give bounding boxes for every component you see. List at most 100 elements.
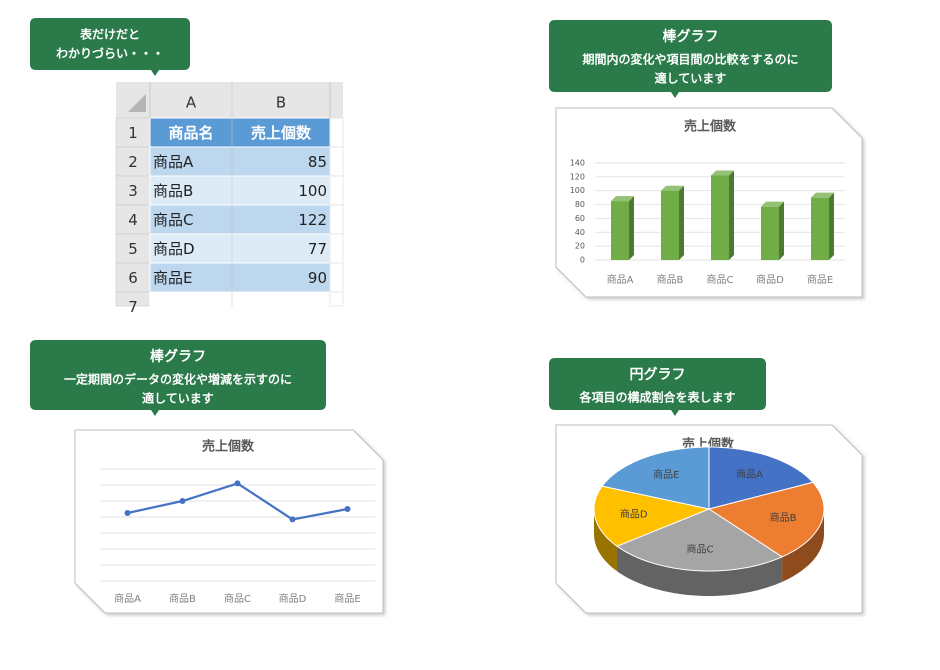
- callout-text: 期間内の変化や項目間の比較をするのに: [582, 52, 798, 67]
- callout-title: 棒グラフ: [663, 28, 719, 45]
- row-bg: [149, 175, 331, 206]
- pie-label: 商品A: [736, 467, 763, 480]
- chart-title: 売上個数: [684, 119, 737, 135]
- bar-top: [711, 170, 734, 176]
- row-number: 6: [128, 269, 138, 287]
- callout-title: 円グラフ: [630, 366, 686, 383]
- x-tick-label: 商品A: [607, 273, 634, 286]
- bar-side: [679, 185, 684, 260]
- row-header: [115, 175, 151, 206]
- row-bg: [329, 291, 344, 307]
- x-tick-label: 商品E: [807, 273, 833, 286]
- bar-side: [729, 170, 734, 260]
- point: [289, 516, 296, 523]
- pie-side: [782, 509, 824, 582]
- table-cell: 100: [298, 182, 327, 200]
- y-tick-label: 40: [575, 228, 585, 237]
- row-header: [115, 233, 151, 264]
- pie-slice: [615, 508, 784, 572]
- callout-box: [549, 358, 766, 416]
- bar: [811, 197, 829, 260]
- x-tick-label: 商品C: [707, 273, 734, 286]
- bar: [611, 201, 629, 260]
- pie-label: 商品B: [770, 511, 797, 524]
- y-tick-label: 120: [570, 172, 585, 181]
- bar-top: [661, 185, 684, 191]
- callout-text: わかりづらい・・・: [56, 46, 164, 61]
- table-cell: 商品D: [153, 240, 195, 258]
- bar: [711, 175, 729, 260]
- bar: [761, 206, 779, 260]
- sheet-header: [116, 82, 343, 118]
- pie-label: 商品C: [686, 543, 713, 556]
- bar-top: [811, 192, 834, 198]
- y-tick-label: 20: [575, 242, 585, 251]
- y-tick-label: 80: [575, 200, 585, 209]
- x-tick-label: 商品B: [169, 592, 196, 605]
- bar-side: [779, 201, 784, 260]
- table-cell: 商品C: [153, 211, 193, 229]
- callout-text: 表だけだと: [79, 27, 140, 42]
- row-bg: [329, 117, 344, 148]
- row-number: 3: [128, 182, 138, 200]
- callout-box: [30, 18, 190, 76]
- row-number: 4: [128, 211, 138, 229]
- row-bg: [149, 117, 331, 148]
- row-bg: [329, 204, 344, 235]
- table-header: 商品名: [168, 124, 213, 142]
- row-bg: [329, 262, 344, 293]
- table-cell: 90: [308, 269, 327, 287]
- row-header: [115, 117, 151, 148]
- pie-slice: [708, 446, 814, 510]
- table-cell: 商品B: [153, 182, 193, 200]
- row-bg: [149, 146, 331, 177]
- callout-text: 一定期間のデータの変化や増減を示すのに: [64, 372, 292, 387]
- table-header: 売上個数: [251, 124, 312, 142]
- pie-slice: [707, 481, 825, 558]
- pie-label: 商品E: [653, 468, 679, 481]
- pie-slice: [601, 446, 710, 510]
- table-cell: 商品E: [153, 269, 192, 287]
- column-letter: B: [276, 94, 286, 112]
- pie-label: 商品D: [620, 507, 648, 520]
- point: [179, 498, 186, 504]
- row-number: 7: [128, 298, 138, 316]
- x-tick-label: 商品B: [657, 273, 684, 286]
- x-tick-label: 商品C: [224, 592, 251, 605]
- select-all: [128, 94, 146, 112]
- row-bg: [149, 262, 331, 293]
- bar-side: [829, 192, 834, 260]
- callout-box: [549, 20, 832, 98]
- bar-side: [629, 196, 634, 260]
- table-cell: 商品A: [153, 153, 194, 171]
- chart-card: [74, 429, 384, 614]
- x-tick-label: 商品A: [114, 592, 141, 605]
- row-header: [115, 262, 151, 293]
- callout-text: 適しています: [655, 71, 727, 86]
- x-tick-label: 商品E: [334, 592, 360, 605]
- column-letter: A: [186, 94, 197, 112]
- table-cell: 122: [298, 211, 327, 229]
- bar: [661, 190, 679, 260]
- pie-slice: [593, 485, 711, 547]
- row-bg: [329, 233, 344, 264]
- point: [234, 480, 241, 487]
- row-bg: [329, 175, 344, 206]
- table-cell: 77: [308, 240, 327, 258]
- row-bg: [329, 146, 344, 177]
- bar-top: [611, 196, 634, 202]
- bar-top: [761, 201, 784, 207]
- point: [124, 510, 131, 516]
- pie-side: [594, 509, 617, 572]
- y-tick-label: 60: [575, 214, 585, 223]
- row-number: 1: [128, 124, 138, 142]
- y-tick-label: 0: [580, 256, 585, 265]
- chart-title: 売上個数: [202, 439, 255, 455]
- row-number: 2: [128, 153, 138, 171]
- callout-text: 各項目の構成割合を表します: [578, 390, 735, 405]
- row-number: 5: [128, 240, 138, 258]
- callout-box: [30, 340, 326, 416]
- y-tick-label: 100: [570, 186, 585, 195]
- point: [344, 506, 351, 512]
